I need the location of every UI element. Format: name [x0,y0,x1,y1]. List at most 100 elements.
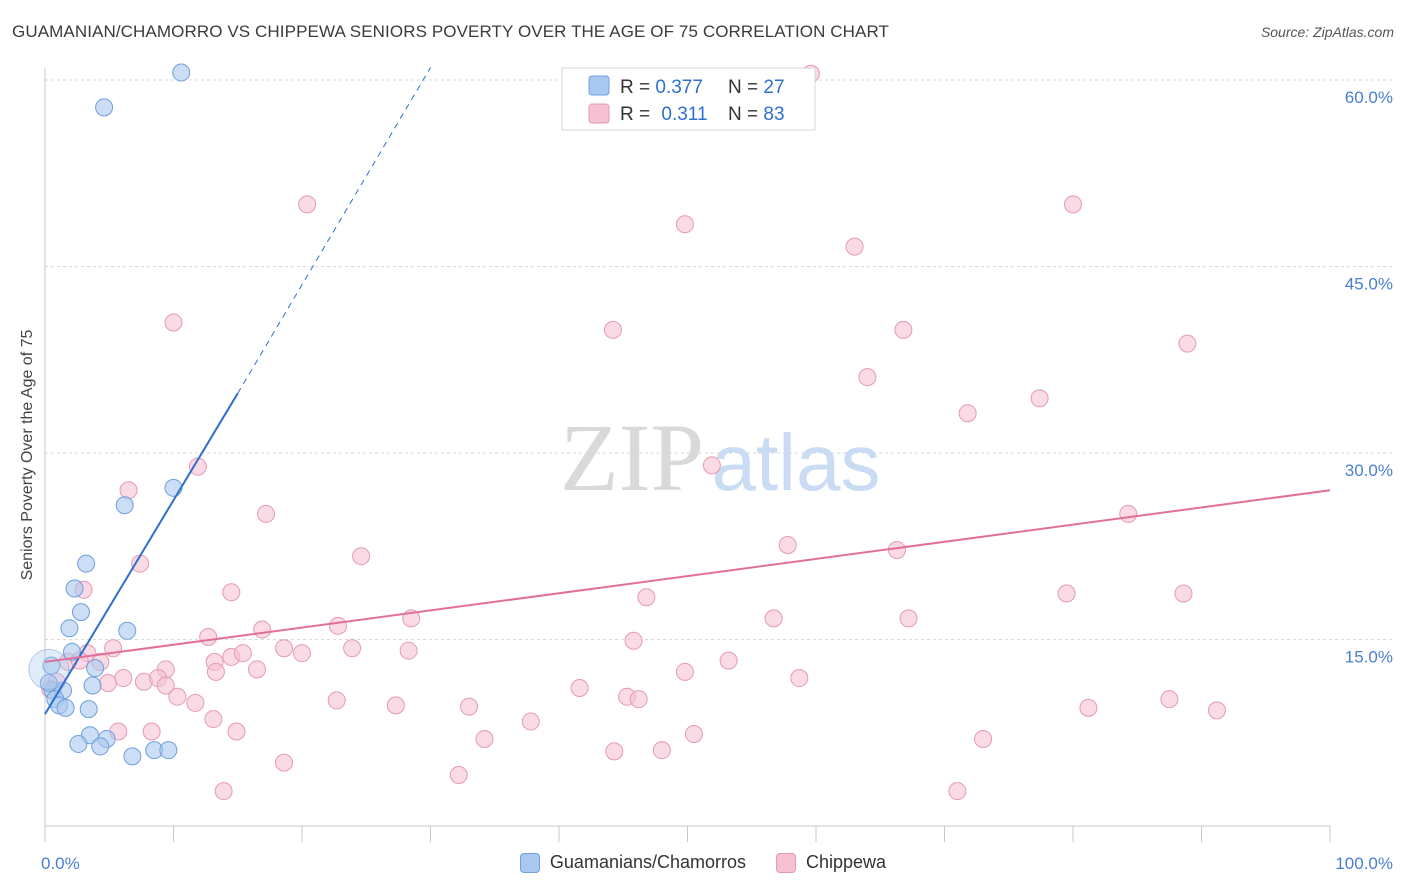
chippewa-point [764,609,783,628]
chippewa-point [702,456,721,475]
legend-swatch-blue [588,75,610,96]
guamanian-point [60,619,79,638]
chippewa-point [637,588,656,607]
chippewa-point [298,195,317,214]
svg-text:R = 0.311: R = 0.311 [620,104,708,125]
x-tick-label: 100.0% [1335,854,1393,873]
guamanian-point [79,700,98,719]
chippewa-point [206,662,225,681]
chippewa-point [887,540,906,559]
chippewa-point [343,639,362,658]
legend-n-value-2: 83 [763,104,784,125]
chippewa-point [605,742,624,761]
chippewa-point [845,237,864,256]
chippewa-point [327,691,346,710]
y-tick-label: 60.0% [1345,88,1393,107]
y-tick-label: 30.0% [1345,461,1393,480]
legend-r-value-1: 0.377 [655,77,703,98]
legend-n-value-1: 27 [763,77,784,98]
chippewa-point [858,368,877,387]
y-tick-label: 45.0% [1345,275,1393,294]
chippewa-point [958,404,977,423]
chippewa-point [199,628,218,647]
chippewa-point [475,729,494,748]
chippewa-point [460,697,479,716]
watermark-atlas: atlas [712,418,881,507]
chippewa-point [227,722,246,741]
gridlines [45,79,1392,640]
guamanian-point [172,63,191,82]
guamanian-swatch [519,852,540,873]
x-tick-label: 0.0% [41,854,80,873]
chippewa-point [790,669,809,688]
guamanian-point [123,747,142,766]
svg-text:R = 0.377: R = 0.377 [620,77,703,98]
guamanian-point [56,698,75,717]
legend-box: R = 0.377 N = 27 R = 0.311 N = 83 [561,67,816,131]
chippewa-point [98,674,117,693]
chippewa-point [352,547,371,566]
chippewa-point [1030,389,1049,408]
guamanian-point [164,478,183,497]
chippewa-point [1174,584,1193,603]
guamanian-point [115,496,134,515]
chippewa-point [675,662,694,681]
chippewa-point [275,639,294,658]
watermark-zip: ZIP [560,404,704,511]
bottom-legend-label-guamanian: Guamanians/Chamorros [549,852,747,872]
chippewa-point [186,693,205,712]
legend-swatch-pink [588,103,610,124]
tick-labels: 15.0% 30.0% 45.0% 60.0% 0.0% 100.0% [41,88,1393,873]
chippewa-point [899,609,918,628]
legend-r-label-1: R = [620,77,655,98]
chippewa-point [293,644,311,663]
svg-text:N = 83: N = 83 [728,104,785,125]
chippewa-point [233,644,252,663]
chippewa-point [204,710,223,729]
chippewa-point [1119,504,1138,523]
guamanian-point [159,741,178,760]
chippewa-point [156,676,175,695]
chippewa-point [719,651,738,670]
bottom-legend: Guamanians/Chamorros Chippewa [0,852,1406,873]
chippewa-point [778,536,797,555]
trend-lines [44,67,1331,715]
chippewa-point [603,320,622,339]
chippewa-point [119,481,138,500]
legend-r-value-2: 0.311 [661,104,707,125]
legend-n-label-2: N = [728,104,763,125]
chippewa-point [399,641,418,660]
chippewa-point [114,669,133,688]
chippewa-point [675,215,694,234]
chippewa-swatch [776,852,797,873]
chippewa-point [570,678,589,697]
bottom-legend-label-chippewa: Chippewa [806,852,887,872]
chippewa-point [948,782,967,801]
guamanian-trend-extension [237,67,431,394]
chippewa-trend-line [44,489,1331,663]
legend-n-label-1: N = [728,77,763,98]
axes [44,68,1331,842]
chippewa-point [386,696,405,715]
bottom-legend-item-chippewa[interactable]: Chippewa [776,852,886,873]
svg-text:N = 27: N = 27 [728,77,785,98]
chippewa-point [257,504,276,523]
y-tick-label: 15.0% [1345,648,1393,667]
guamanian-point [86,659,105,678]
chippewa-points [41,64,1226,801]
chippewa-point [624,631,643,650]
chippewa-point [1160,690,1179,709]
chippewa-point [1178,334,1197,353]
chippewa-point [1057,584,1076,603]
guamanian-point [83,676,102,695]
bottom-legend-item-guamanian[interactable]: Guamanians/Chamorros [519,852,747,873]
guamanian-trend-line [44,392,239,715]
chippewa-point [974,729,993,748]
legend-r-label-2: R = [620,104,655,125]
guamanian-point [65,579,84,598]
chippewa-point [248,660,267,679]
chippewa-point [275,753,294,772]
guamanian-point [77,554,96,573]
guamanian-point [39,674,58,693]
